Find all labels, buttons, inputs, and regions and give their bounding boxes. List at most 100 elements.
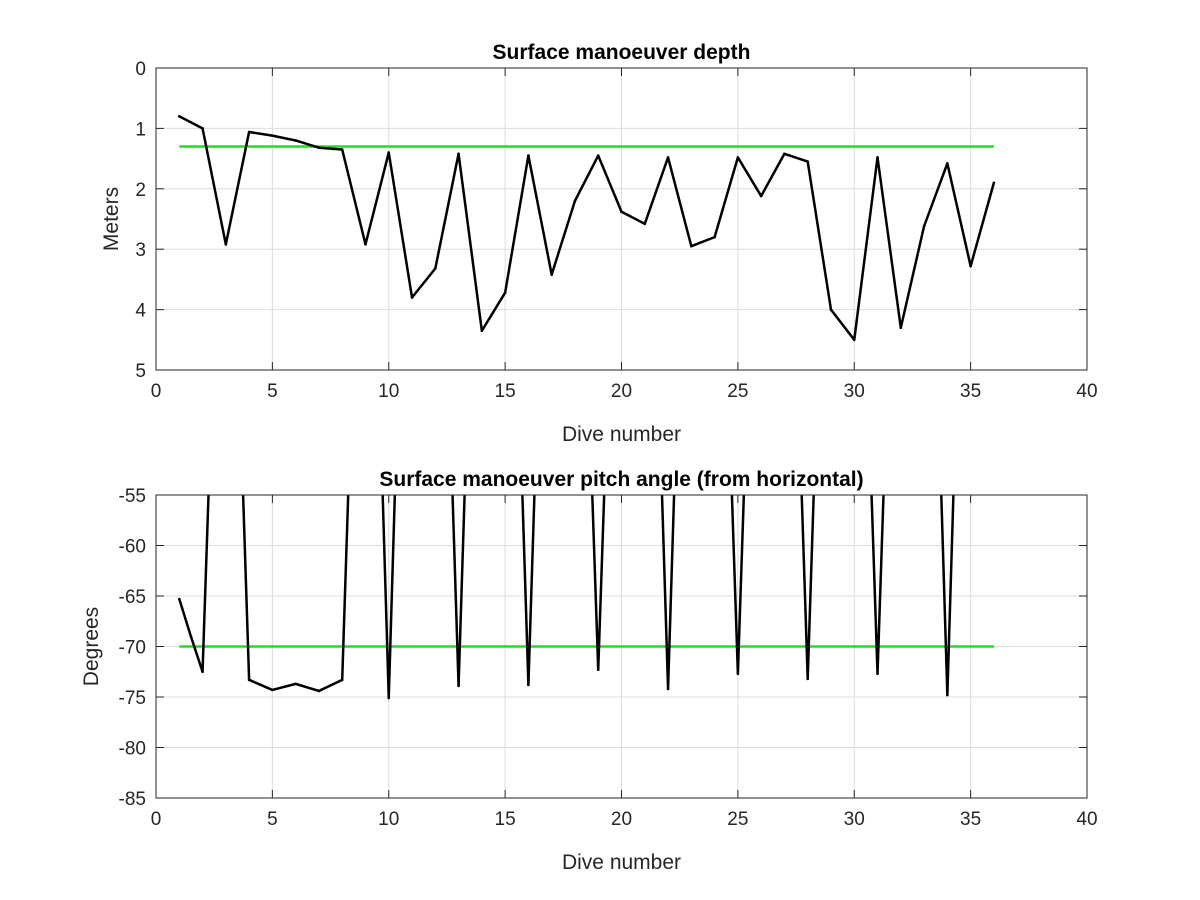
data-point — [241, 463, 244, 466]
data-point — [294, 139, 297, 142]
x-tick-label: 35 — [960, 809, 981, 830]
data-point — [434, 267, 437, 270]
y-axis-label: Degrees — [80, 607, 103, 686]
data-point — [899, 326, 903, 330]
data-point — [876, 672, 879, 676]
data-point — [457, 684, 460, 688]
data-point — [527, 154, 530, 157]
chart-2: 0 5 10 15 20 25 30 35 40 -55 -60 -65 -70 -75 -80 -85 Sur… — [80, 463, 1098, 874]
x-tick-label: 5 — [267, 381, 278, 402]
data-point — [946, 162, 949, 165]
data-point — [783, 152, 786, 156]
data-point — [713, 235, 716, 239]
data-point — [869, 463, 872, 466]
data-point — [969, 264, 972, 268]
series-1 — [177, 115, 996, 342]
x-tick-label: 25 — [727, 381, 748, 402]
data-point — [813, 463, 816, 466]
data-point — [410, 296, 414, 299]
y-tick-label: -60 — [119, 537, 146, 558]
y-tick-label: 3 — [135, 240, 146, 261]
x-axis-label: Dive number — [562, 423, 681, 446]
data-point — [666, 156, 670, 159]
data-point — [520, 463, 523, 466]
data-point — [340, 678, 344, 682]
series-1 — [177, 463, 955, 700]
x-tick-label: 20 — [611, 809, 632, 830]
data-point — [380, 463, 383, 466]
y-tick-label: -85 — [119, 789, 146, 810]
data-point — [317, 146, 321, 150]
data-point — [744, 463, 747, 466]
data-point — [177, 597, 181, 601]
data-point — [317, 689, 321, 693]
y-tick-label: -55 — [119, 486, 146, 507]
data-point — [660, 463, 663, 466]
data-point — [348, 463, 351, 466]
x-tick-label: 10 — [378, 809, 399, 830]
data-point — [247, 678, 251, 682]
data-point — [271, 688, 274, 692]
x-tick-label: 0 — [151, 381, 162, 402]
series-line — [178, 115, 996, 342]
chart-title: Surface manoeuver depth — [493, 41, 751, 64]
y-tick-label: 0 — [135, 59, 146, 80]
x-tick-label: 40 — [1076, 381, 1097, 402]
data-point — [294, 682, 297, 686]
x-tick-label: 0 — [151, 809, 162, 830]
data-point — [852, 338, 856, 342]
data-point — [939, 463, 942, 466]
x-tick-label: 20 — [611, 381, 632, 402]
data-point — [876, 156, 879, 159]
y-tick-label: -65 — [119, 587, 146, 608]
x-tick-label: 5 — [267, 809, 278, 830]
data-point — [387, 151, 391, 154]
data-point — [806, 677, 809, 681]
data-point — [946, 693, 949, 697]
data-point — [208, 463, 211, 466]
data-point — [480, 329, 484, 333]
data-point — [550, 273, 553, 276]
data-point — [590, 463, 593, 466]
series-line — [178, 495, 955, 700]
data-point — [829, 308, 833, 311]
data-point — [604, 463, 607, 466]
y-tick-label: -80 — [119, 739, 146, 760]
data-point — [177, 115, 181, 118]
data-point — [620, 210, 623, 214]
data-point — [534, 463, 537, 466]
data-point — [201, 127, 204, 130]
data-point — [596, 668, 600, 672]
data-point — [247, 130, 251, 134]
x-tick-label: 25 — [727, 809, 748, 830]
y-axis-label: Meters — [100, 187, 123, 251]
data-point — [224, 243, 228, 246]
x-tick-label: 30 — [844, 381, 865, 402]
data-point — [922, 224, 926, 228]
chart-title: Surface manoeuver pitch angle (from hori… — [379, 468, 863, 491]
data-point — [643, 222, 647, 226]
data-point — [387, 696, 391, 700]
data-point — [883, 463, 886, 466]
data-point — [992, 181, 996, 185]
x-tick-label: 15 — [495, 381, 516, 402]
data-point — [464, 463, 467, 466]
x-tick-label: 15 — [495, 809, 516, 830]
data-point — [736, 672, 740, 676]
data-point — [674, 463, 677, 466]
x-tick-label: 35 — [960, 381, 981, 402]
data-point — [730, 463, 733, 466]
y-tick-label: 4 — [135, 301, 146, 322]
data-point — [394, 463, 397, 466]
data-point — [806, 160, 809, 163]
data-point — [799, 463, 802, 466]
data-point — [364, 243, 367, 246]
y-tick-label: -70 — [119, 638, 146, 659]
data-point — [189, 635, 193, 638]
data-point — [736, 156, 740, 159]
x-tick-label: 10 — [378, 381, 399, 402]
y-tick-label: -75 — [119, 688, 146, 709]
data-point — [573, 199, 577, 203]
x-tick-label: 30 — [844, 809, 865, 830]
